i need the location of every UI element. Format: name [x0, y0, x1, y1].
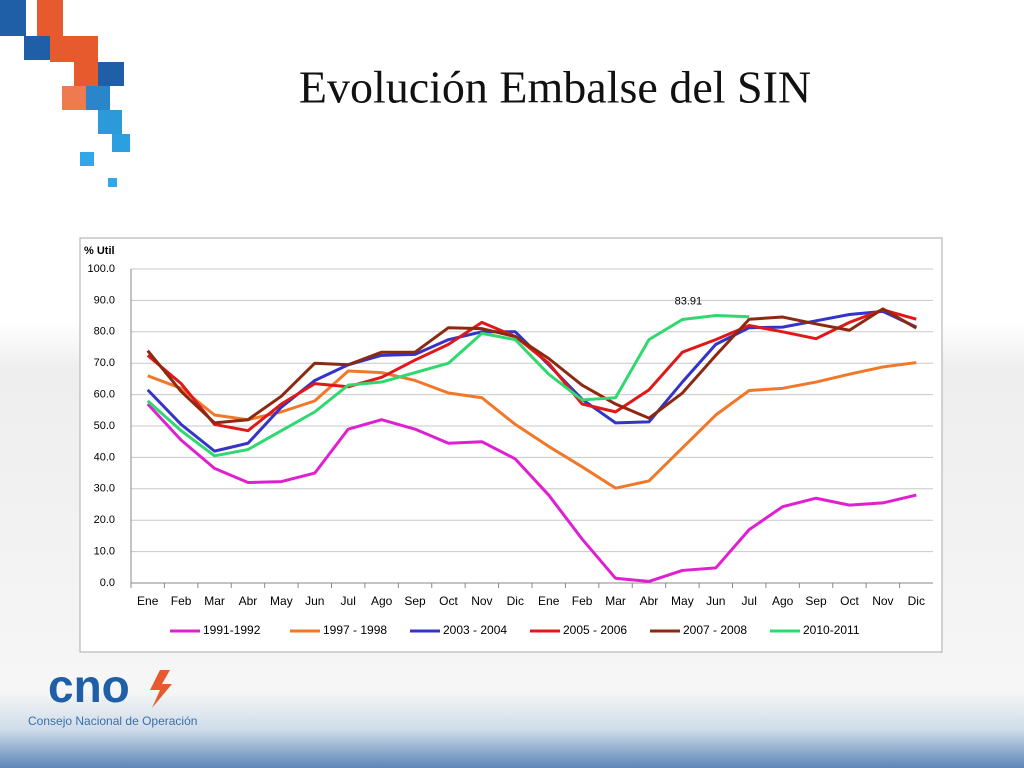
x-tick-label: Ene	[538, 594, 560, 608]
x-tick-label: Jul	[742, 594, 757, 608]
logo-name: cno	[48, 660, 130, 712]
x-tick-label: Ago	[371, 594, 393, 608]
data-label: 83.91	[675, 295, 703, 307]
legend-label: 2010-2011	[803, 623, 860, 637]
series-line	[146, 307, 918, 425]
y-tick-label: 40.0	[94, 451, 115, 463]
x-tick-label: May	[671, 594, 694, 608]
y-tick-label: 10.0	[94, 546, 115, 558]
series-line	[146, 313, 750, 458]
y-tick-label: 90.0	[94, 294, 115, 306]
y-tick-label: 50.0	[94, 420, 115, 432]
x-tick-label: Jul	[341, 594, 356, 608]
y-tick-label: 0.0	[100, 577, 115, 589]
legend-label: 2005 - 2006	[563, 623, 627, 637]
x-tick-label: Jun	[706, 594, 725, 608]
x-tick-label: Nov	[471, 594, 492, 608]
x-tick-label: Ene	[137, 594, 159, 608]
logo-subtitle: Consejo Nacional de Operación	[28, 714, 197, 728]
y-axis-label: % Util	[84, 245, 115, 257]
legend-label: 1997 - 1998	[323, 623, 387, 637]
y-tick-label: 100.0	[87, 263, 115, 275]
series-line	[146, 308, 917, 433]
y-tick-label: 70.0	[94, 357, 115, 369]
x-tick-label: Dic	[908, 594, 925, 608]
x-tick-label: Oct	[439, 594, 458, 608]
x-tick-label: May	[270, 594, 293, 608]
x-tick-label: Mar	[204, 594, 225, 608]
x-tick-label: Sep	[404, 594, 426, 608]
x-tick-label: Sep	[805, 594, 827, 608]
decoration	[0, 0, 130, 187]
x-tick-label: Ago	[772, 594, 794, 608]
slide-title: Evolución Embalse del SIN	[299, 62, 811, 113]
y-tick-label: 80.0	[94, 326, 115, 338]
series-line	[146, 403, 917, 583]
x-tick-label: Nov	[872, 594, 893, 608]
x-tick-label: Abr	[239, 594, 258, 608]
y-tick-label: 20.0	[94, 514, 115, 526]
x-tick-label: Abr	[640, 594, 659, 608]
x-tick-label: Oct	[840, 594, 859, 608]
y-tick-label: 30.0	[94, 483, 115, 495]
x-tick-label: Feb	[572, 594, 593, 608]
y-tick-label: 60.0	[94, 389, 115, 401]
x-tick-label: Mar	[605, 594, 626, 608]
legend-label: 1991-1992	[203, 623, 261, 637]
x-tick-label: Dic	[507, 594, 524, 608]
x-tick-label: Jun	[305, 594, 324, 608]
x-tick-label: Feb	[171, 594, 192, 608]
legend-label: 2007 - 2008	[683, 623, 747, 637]
logo-bolt	[150, 670, 172, 708]
legend-label: 2003 - 2004	[443, 623, 507, 637]
